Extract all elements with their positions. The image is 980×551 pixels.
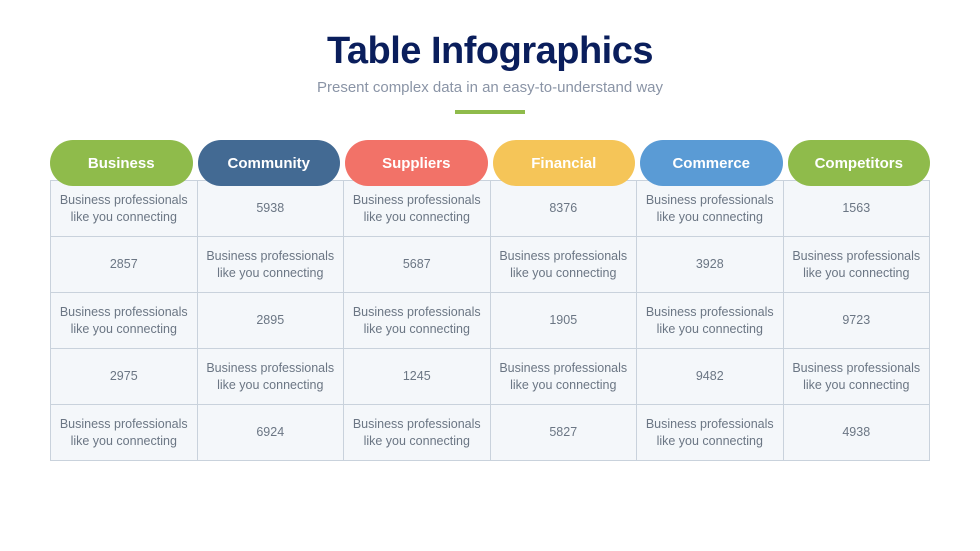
- table-cell: Business professionals like you connecti…: [344, 293, 491, 349]
- table-wrapper: Business Community Suppliers Financial C…: [50, 140, 930, 461]
- header-pill-competitors: Competitors: [788, 140, 931, 186]
- table-cell: 9723: [783, 293, 930, 349]
- table-row: 2975 Business professionals like you con…: [51, 349, 930, 405]
- table-cell: 8376: [490, 181, 637, 237]
- header-pill-financial: Financial: [493, 140, 636, 186]
- table-row: Business professionals like you connecti…: [51, 181, 930, 237]
- table-cell: Business professionals like you connecti…: [783, 349, 930, 405]
- table-cell: 1905: [490, 293, 637, 349]
- table-cell: 3928: [637, 237, 784, 293]
- page-subtitle: Present complex data in an easy-to-under…: [50, 79, 930, 96]
- table-cell: 1245: [344, 349, 491, 405]
- table-cell: 5827: [490, 405, 637, 461]
- data-table: Business professionals like you connecti…: [50, 180, 930, 461]
- table-cell: Business professionals like you connecti…: [51, 405, 198, 461]
- table-cell: Business professionals like you connecti…: [344, 405, 491, 461]
- table-cell: 2975: [51, 349, 198, 405]
- table-cell: 9482: [637, 349, 784, 405]
- table-row: Business professionals like you connecti…: [51, 293, 930, 349]
- table-cell: Business professionals like you connecti…: [490, 237, 637, 293]
- table-cell: 2895: [197, 293, 344, 349]
- table-cell: Business professionals like you connecti…: [490, 349, 637, 405]
- table-cell: 5687: [344, 237, 491, 293]
- table-cell: Business professionals like you connecti…: [783, 237, 930, 293]
- table-cell: 2857: [51, 237, 198, 293]
- header-pill-suppliers: Suppliers: [345, 140, 488, 186]
- header-pill-business: Business: [50, 140, 193, 186]
- table-cell: 4938: [783, 405, 930, 461]
- table-cell: Business professionals like you connecti…: [51, 293, 198, 349]
- infographic-container: Table Infographics Present complex data …: [0, 0, 980, 461]
- table-row: Business professionals like you connecti…: [51, 405, 930, 461]
- table-cell: Business professionals like you connecti…: [637, 293, 784, 349]
- table-row: 2857 Business professionals like you con…: [51, 237, 930, 293]
- table-cell: 6924: [197, 405, 344, 461]
- header-pill-community: Community: [198, 140, 341, 186]
- table-cell: Business professionals like you connecti…: [197, 349, 344, 405]
- table-cell: Business professionals like you connecti…: [637, 181, 784, 237]
- title-divider: [455, 110, 525, 114]
- table-cell: Business professionals like you connecti…: [51, 181, 198, 237]
- table-body: Business professionals like you connecti…: [51, 181, 930, 461]
- table-cell: Business professionals like you connecti…: [344, 181, 491, 237]
- table-cell: 5938: [197, 181, 344, 237]
- table-cell: Business professionals like you connecti…: [637, 405, 784, 461]
- page-title: Table Infographics: [50, 30, 930, 73]
- header-pill-commerce: Commerce: [640, 140, 783, 186]
- table-cell: Business professionals like you connecti…: [197, 237, 344, 293]
- table-header-row: Business Community Suppliers Financial C…: [50, 140, 930, 186]
- table-cell: 1563: [783, 181, 930, 237]
